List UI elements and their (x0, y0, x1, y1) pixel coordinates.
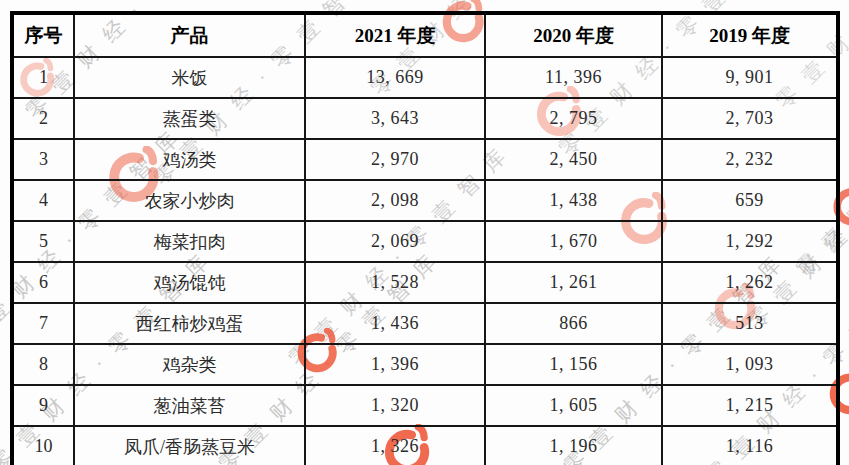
cell-no: 9 (12, 385, 74, 426)
cell-2021: 2, 098 (305, 180, 485, 221)
cell-2019: 513 (662, 303, 838, 344)
cell-2021: 1, 396 (305, 344, 485, 385)
table-header-row: 序号 产品 2021 年度 2020 年度 2019 年度 (12, 13, 838, 57)
cell-2020: 1, 156 (485, 344, 662, 385)
cell-product: 农家小炒肉 (74, 180, 305, 221)
cell-2021: 1, 326 (305, 426, 485, 465)
cell-no: 10 (12, 426, 74, 465)
cell-product: 葱油菜苔 (74, 385, 305, 426)
cell-2019: 1, 215 (662, 385, 838, 426)
cell-2020: 1, 605 (485, 385, 662, 426)
cell-2019: 2, 703 (662, 98, 838, 139)
cell-2019: 1, 093 (662, 344, 838, 385)
table-row: 2 蒸蛋类 3, 643 2, 795 2, 703 (12, 98, 838, 139)
product-revenue-table: 序号 产品 2021 年度 2020 年度 2019 年度 1 米饭 13, 6… (10, 11, 840, 465)
cell-no: 5 (12, 221, 74, 262)
cell-2020: 866 (485, 303, 662, 344)
cell-product: 西红柿炒鸡蛋 (74, 303, 305, 344)
cell-no: 8 (12, 344, 74, 385)
cell-no: 7 (12, 303, 74, 344)
cell-2020: 2, 795 (485, 98, 662, 139)
header-col-index: 序号 (12, 13, 74, 57)
document-table-screenshot: 零壹财经·零壹智库零壹财经·零壹智库零壹财经·零壹智库零壹财经·零壹智库零壹财经… (0, 0, 849, 465)
table-row: 7 西红柿炒鸡蛋 1, 436 866 513 (12, 303, 838, 344)
header-col-2019: 2019 年度 (662, 13, 838, 57)
cell-2021: 13, 669 (305, 57, 485, 98)
cell-2021: 1, 436 (305, 303, 485, 344)
cell-2020: 1, 670 (485, 221, 662, 262)
cell-product: 鸡汤馄饨 (74, 262, 305, 303)
cell-2020: 1, 438 (485, 180, 662, 221)
cell-2019: 1, 262 (662, 262, 838, 303)
table-row: 10 凤爪/香肠蒸豆米 1, 326 1, 196 1, 116 (12, 426, 838, 465)
cell-2019: 1, 116 (662, 426, 838, 465)
cell-no: 3 (12, 139, 74, 180)
cell-2020: 2, 450 (485, 139, 662, 180)
header-col-product: 产品 (74, 13, 305, 57)
cell-2021: 1, 528 (305, 262, 485, 303)
cell-product: 米饭 (74, 57, 305, 98)
cell-product: 蒸蛋类 (74, 98, 305, 139)
table-row: 8 鸡杂类 1, 396 1, 156 1, 093 (12, 344, 838, 385)
cell-product: 鸡汤类 (74, 139, 305, 180)
cell-2019: 2, 232 (662, 139, 838, 180)
table-row: 9 葱油菜苔 1, 320 1, 605 1, 215 (12, 385, 838, 426)
table-row: 3 鸡汤类 2, 970 2, 450 2, 232 (12, 139, 838, 180)
header-col-2021: 2021 年度 (305, 13, 485, 57)
cell-2020: 11, 396 (485, 57, 662, 98)
cell-no: 1 (12, 57, 74, 98)
cell-2021: 1, 320 (305, 385, 485, 426)
cell-2021: 2, 970 (305, 139, 485, 180)
table-row: 5 梅菜扣肉 2, 069 1, 670 1, 292 (12, 221, 838, 262)
cell-no: 2 (12, 98, 74, 139)
cell-product: 鸡杂类 (74, 344, 305, 385)
table-row: 6 鸡汤馄饨 1, 528 1, 261 1, 262 (12, 262, 838, 303)
cell-2019: 9, 901 (662, 57, 838, 98)
cell-2020: 1, 261 (485, 262, 662, 303)
cell-no: 4 (12, 180, 74, 221)
cell-2019: 659 (662, 180, 838, 221)
cell-no: 6 (12, 262, 74, 303)
cell-2019: 1, 292 (662, 221, 838, 262)
cell-product: 梅菜扣肉 (74, 221, 305, 262)
table-row: 4 农家小炒肉 2, 098 1, 438 659 (12, 180, 838, 221)
header-col-2020: 2020 年度 (485, 13, 662, 57)
cell-2021: 2, 069 (305, 221, 485, 262)
cell-2020: 1, 196 (485, 426, 662, 465)
table-row: 1 米饭 13, 669 11, 396 9, 901 (12, 57, 838, 98)
cell-product: 凤爪/香肠蒸豆米 (74, 426, 305, 465)
cell-2021: 3, 643 (305, 98, 485, 139)
